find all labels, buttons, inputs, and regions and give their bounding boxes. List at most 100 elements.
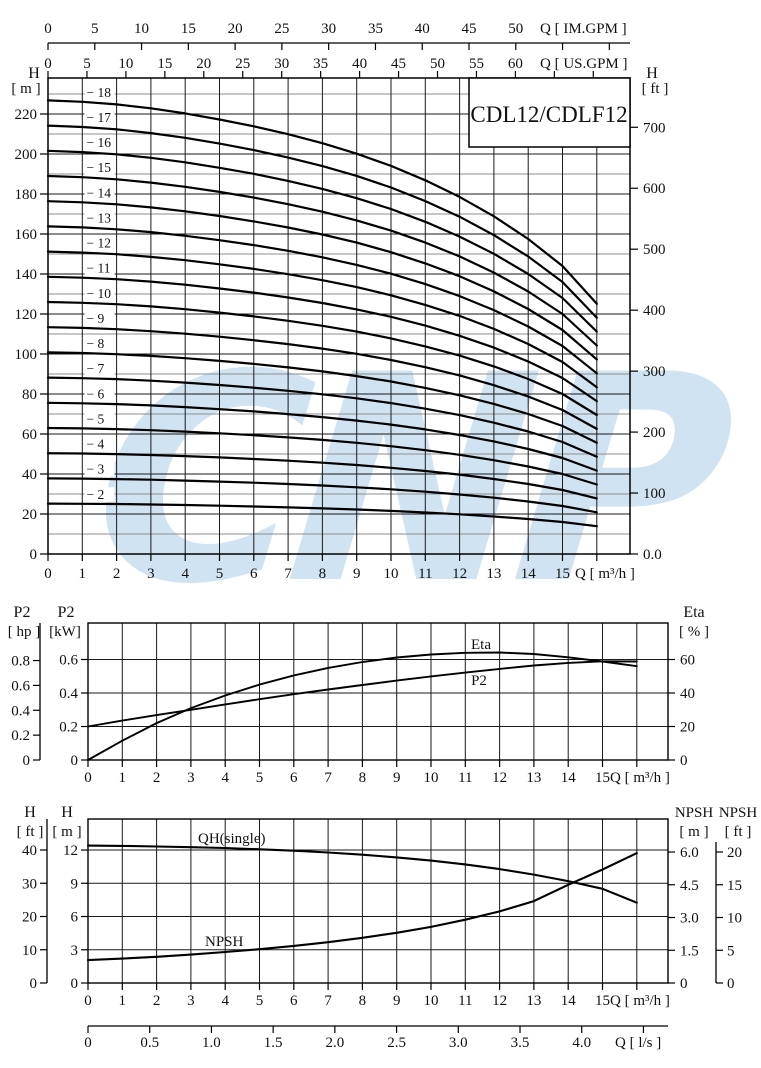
imgpm-tick-label: 45 bbox=[462, 21, 477, 37]
imgpm-tick-label: 5 bbox=[91, 21, 99, 37]
h-m-tick-label: 40 bbox=[22, 467, 37, 483]
q-m3h-tick-label: 4 bbox=[221, 993, 229, 1009]
q-m3h-tick-label: 11 bbox=[458, 770, 472, 786]
q-m3h-tick-label: 2 bbox=[153, 993, 161, 1009]
axis-header: P2 bbox=[58, 604, 75, 621]
usgpm-tick-label: 30 bbox=[274, 56, 289, 72]
chart-title: CDL12/CDLF12 bbox=[470, 102, 627, 127]
title-box bbox=[468, 77, 631, 148]
plot-border bbox=[87, 818, 669, 984]
q-m3h-tick-label: 3 bbox=[147, 566, 155, 582]
q-m3h-tick-label: 10 bbox=[424, 770, 439, 786]
stage-curve-8 bbox=[46, 351, 598, 444]
stage-curve-17 bbox=[46, 124, 598, 319]
stage-label-backing bbox=[84, 160, 115, 176]
q-m3h-tick-label: 6 bbox=[250, 566, 258, 582]
q-m3h-axis-label: Q [ m³/h ] bbox=[575, 566, 635, 582]
h-m-tick-label: 0 bbox=[71, 976, 79, 992]
q-m3h-tick-label: 14 bbox=[561, 993, 577, 1009]
plot-border bbox=[47, 77, 631, 555]
h-m-tick-label: 80 bbox=[22, 387, 37, 403]
stage-label: − 6 bbox=[87, 386, 105, 401]
stage-label-backing bbox=[84, 110, 115, 125]
q-m3h-tick-label: 2 bbox=[113, 566, 121, 582]
h-ft-tick-label: 400 bbox=[643, 303, 666, 319]
usgpm-tick-label: 60 bbox=[508, 56, 523, 72]
q-m3h-tick-label: 13 bbox=[486, 566, 501, 582]
q-ls-tick-label: 1.0 bbox=[202, 1035, 221, 1051]
h-m-tick-label: 120 bbox=[15, 307, 38, 323]
q-m3h-tick-label: 9 bbox=[393, 770, 401, 786]
npsh-ft-tick-label: 15 bbox=[727, 878, 742, 894]
stage-label-backing bbox=[84, 361, 115, 377]
q-m3h-tick-label: 4 bbox=[221, 770, 229, 786]
p2-curve-label: P2 bbox=[471, 673, 487, 689]
imgpm-tick-label: 40 bbox=[415, 21, 430, 37]
q-m3h-tick-label: 5 bbox=[216, 566, 224, 582]
h-ft-tick-label: 0.0 bbox=[643, 547, 662, 563]
stage-label: − 2 bbox=[87, 487, 105, 502]
imgpm-axis-label: Q [ IM.GPM ] bbox=[540, 21, 627, 37]
usgpm-tick-label: 40 bbox=[352, 56, 367, 72]
stage-curve-4 bbox=[46, 452, 598, 500]
q-m3h-axis-label: Q [ m³/h ] bbox=[610, 993, 670, 1009]
stage-curve-16 bbox=[46, 149, 598, 333]
npsh-m-tick-label: 4.5 bbox=[680, 878, 699, 894]
h-m-tick-label: 60 bbox=[22, 427, 37, 443]
h-m-tick-label: 12 bbox=[63, 843, 78, 859]
q-m3h-tick-label: 9 bbox=[393, 993, 401, 1009]
stage-label: − 4 bbox=[87, 437, 105, 452]
npsh-ft-tick-label: 5 bbox=[727, 943, 735, 959]
q-m3h-tick-label: 15 bbox=[595, 770, 610, 786]
eta-tick-label: 0 bbox=[680, 753, 688, 769]
h-ft-tick-label: 500 bbox=[643, 242, 666, 258]
imgpm-tick-label: 35 bbox=[368, 21, 383, 37]
q-m3h-tick-label: 12 bbox=[452, 566, 467, 582]
q-m3h-tick-label: 0 bbox=[44, 566, 52, 582]
q-m3h-tick-label: 1 bbox=[119, 770, 127, 786]
stage-label: − 5 bbox=[87, 411, 105, 426]
axis-header: [ m ] bbox=[11, 81, 40, 97]
q-m3h-tick-label: 1 bbox=[119, 993, 127, 1009]
q-m3h-tick-label: 6 bbox=[290, 993, 298, 1009]
stage-label: − 9 bbox=[87, 311, 105, 326]
usgpm-tick-label: 25 bbox=[235, 56, 250, 72]
h-m-tick-label: 9 bbox=[71, 876, 79, 892]
h-ft-tick-label: 100 bbox=[643, 486, 666, 502]
hp-tick-label: 0.2 bbox=[11, 728, 30, 744]
stage-curve-10 bbox=[46, 300, 598, 417]
q-m3h-tick-label: 14 bbox=[561, 770, 577, 786]
q-m3h-tick-label: 7 bbox=[324, 770, 332, 786]
npsh-ft-tick-label: 20 bbox=[727, 845, 742, 861]
kw-tick-label: 0.2 bbox=[59, 720, 78, 736]
q-m3h-tick-label: 7 bbox=[284, 566, 292, 582]
imgpm-tick-label: 25 bbox=[274, 21, 289, 37]
stage-label: − 8 bbox=[87, 336, 105, 351]
imgpm-tick-label: 30 bbox=[321, 21, 336, 37]
q-m3h-tick-label: 14 bbox=[521, 566, 537, 582]
hp-tick-label: 0.8 bbox=[11, 654, 30, 670]
main-qh-chart: − 2 − 3 − 4 − 5 − 6 − 7 − 8 − 9 − 10 − 11 − 12 − 13… bbox=[11, 21, 668, 582]
usgpm-tick-label: 15 bbox=[157, 56, 172, 72]
qh-single-curve bbox=[86, 844, 638, 904]
npsh-m-tick-label: 3.0 bbox=[680, 911, 699, 927]
stage-label: − 18 bbox=[87, 85, 112, 100]
kw-tick-label: 0.4 bbox=[59, 686, 78, 702]
qh-curve-label: QH(single) bbox=[198, 831, 266, 847]
usgpm-tick-label: 20 bbox=[196, 56, 211, 72]
stage-label: − 11 bbox=[87, 261, 111, 276]
stage-label-backing bbox=[84, 261, 115, 276]
stage-label-backing bbox=[84, 286, 115, 301]
q-m3h-tick-label: 2 bbox=[153, 770, 161, 786]
imgpm-tick-label: 0 bbox=[44, 21, 52, 37]
axis-header: H bbox=[28, 65, 40, 82]
stage-label: − 13 bbox=[87, 210, 112, 225]
h-m-tick-label: 0 bbox=[30, 547, 38, 563]
h-m-tick-label: 200 bbox=[15, 147, 38, 163]
imgpm-tick-label: 15 bbox=[181, 21, 196, 37]
stage-label: − 14 bbox=[87, 185, 112, 200]
p2-curve bbox=[87, 660, 638, 728]
q-m3h-tick-label: 9 bbox=[353, 566, 361, 582]
stage-label-backing bbox=[84, 336, 115, 352]
axis-header: P2 bbox=[14, 604, 31, 621]
